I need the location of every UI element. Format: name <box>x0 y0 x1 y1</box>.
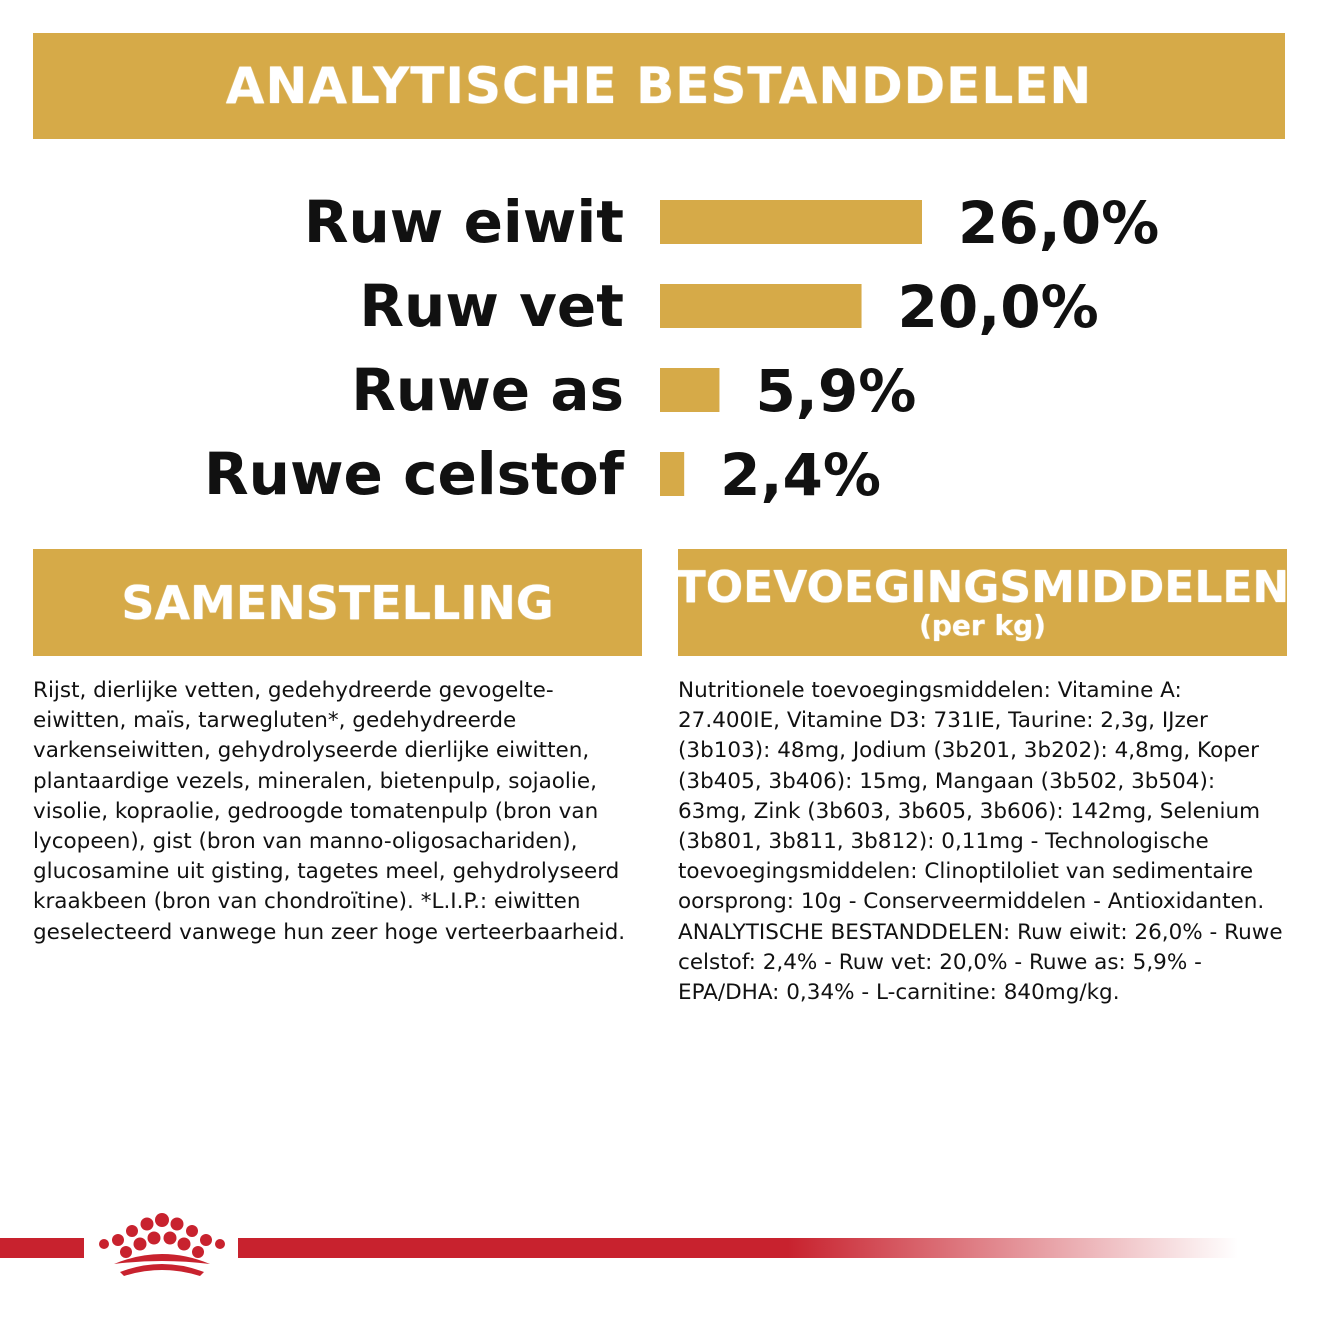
value-label: 5,9% <box>755 357 916 425</box>
bar <box>660 200 922 244</box>
toevoegingsmiddelen-banner: TOEVOEGINGSMIDDELEN (per kg) <box>675 549 1290 656</box>
nutrient-bar-chart: Ruw eiwit 26,0% Ruw vet 20,0% Ruwe as 5,9% Ruw… <box>204 188 1159 509</box>
samenstelling-title: SAMENSTELLING <box>121 575 554 630</box>
footer-line-left <box>0 1238 84 1258</box>
category-label: Ruw vet <box>359 272 624 340</box>
category-label: Ruw eiwit <box>304 188 624 256</box>
value-label: 26,0% <box>958 189 1159 257</box>
bar <box>660 452 685 496</box>
samenstelling-text: Rijst, dierlijke vetten, gedehydreerde g… <box>33 678 626 945</box>
toevoegingsmiddelen-title: TOEVOEGINGSMIDDELEN <box>675 561 1290 613</box>
value-label: 20,0% <box>898 273 1099 341</box>
footer-line-right <box>238 1238 1238 1258</box>
crown-icon <box>99 1213 225 1276</box>
toevoegingsmiddelen-subtitle: (per kg) <box>919 608 1046 642</box>
category-label: Ruwe celstof <box>204 440 625 508</box>
samenstelling-banner: SAMENSTELLING <box>33 549 642 656</box>
bar <box>660 284 862 328</box>
toevoegingsmiddelen-text: Nutritionele toevoegingsmiddelen: Vitami… <box>678 678 1283 1006</box>
value-label: 2,4% <box>720 441 881 509</box>
bar <box>660 368 720 412</box>
analytische-banner: ANALYTISCHE BESTANDDELEN <box>33 33 1285 139</box>
category-label: Ruwe as <box>351 356 624 424</box>
analytische-title: ANALYTISCHE BESTANDDELEN <box>225 57 1093 115</box>
